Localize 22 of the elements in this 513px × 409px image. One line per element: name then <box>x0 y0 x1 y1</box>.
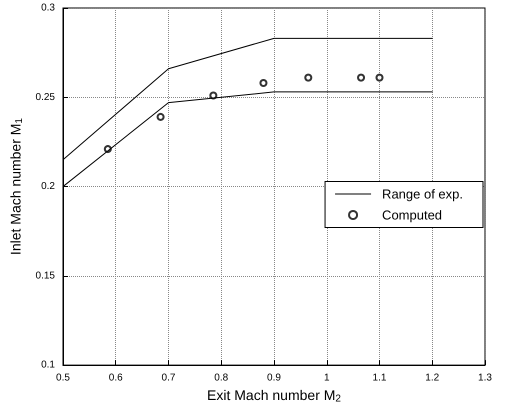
x-tick-label: 0.8 <box>214 372 229 384</box>
point <box>304 74 312 82</box>
y-tick-label: 0.15 <box>36 270 56 282</box>
x-tick-label: 1 <box>324 372 330 384</box>
point <box>156 112 165 121</box>
legend-label: Computed <box>382 208 442 222</box>
y-tick-label: 0.1 <box>41 360 56 371</box>
point <box>376 74 384 82</box>
x-tick-label: 0.6 <box>108 372 124 384</box>
x-tick-label: 0.7 <box>162 372 176 384</box>
point <box>357 74 366 82</box>
y-tick-label: 0.2 <box>41 181 56 192</box>
x-tick-label: 0.5 <box>56 372 70 384</box>
legend-label: Range of exp. <box>382 186 464 202</box>
x-tick-label: 1.3 <box>478 372 492 384</box>
x-tick-label: 1.1 <box>372 372 387 384</box>
y-tick-label: 0.3 <box>41 2 56 14</box>
y-tick-label: 0.25 <box>36 92 56 103</box>
y-axis-title: Inlet Mach number M1 <box>8 118 26 256</box>
x-tick-label: 1.2 <box>425 372 440 384</box>
x-tick-label: 0.9 <box>267 372 282 384</box>
point <box>259 78 268 87</box>
